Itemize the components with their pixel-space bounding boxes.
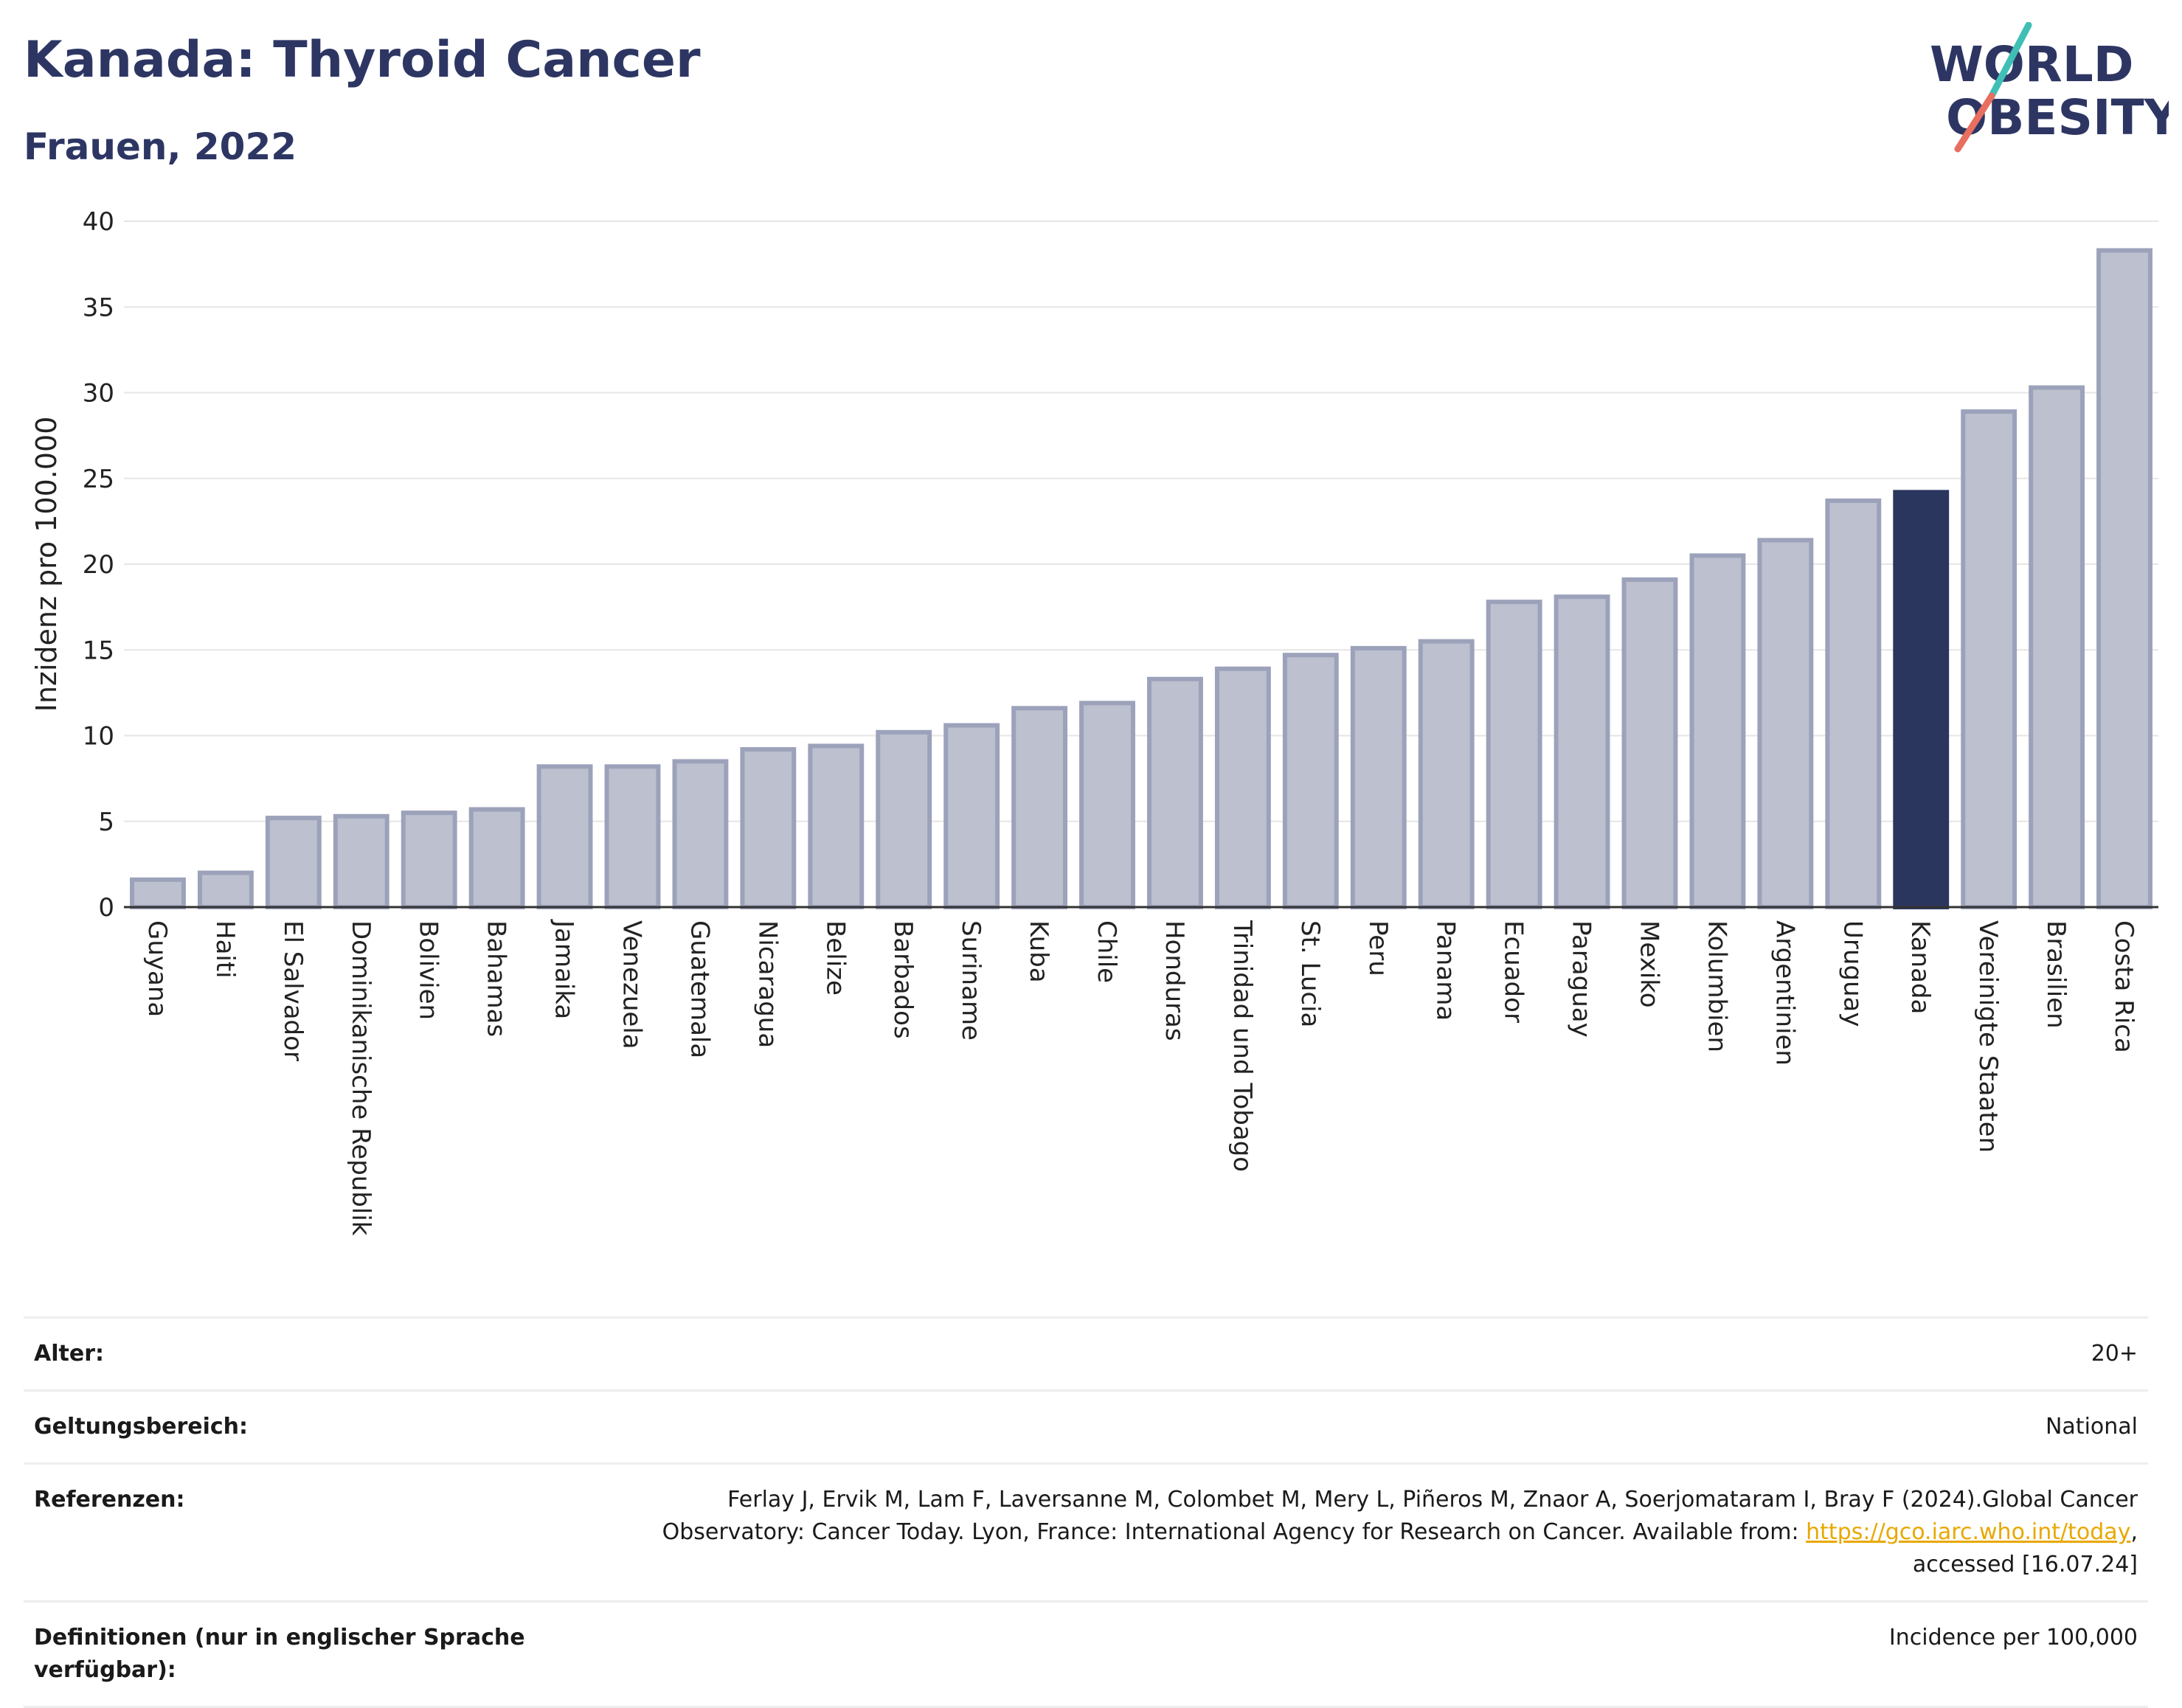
bar-el-salvador (265, 816, 322, 909)
x-tick-label: Vereinigte Staaten (1973, 920, 2003, 1153)
bar-guatemala (672, 759, 729, 909)
x-tick-label: Argentinien (1770, 920, 1799, 1066)
bar-guyana (130, 877, 186, 909)
x-tick-label: Bahamas (482, 920, 511, 1037)
reference-link[interactable]: https://gco.iarc.who.int/today (1806, 1519, 2131, 1545)
x-tick-label: Guyana (142, 920, 172, 1017)
bar-chart: 0 5 10 15 20 25 30 35 40 Guyana Haiti El Salvador D… (30, 207, 2158, 1236)
bar-argentinien (1757, 538, 1814, 909)
x-tick-label: Honduras (1160, 920, 1189, 1041)
bar-suriname (943, 723, 1000, 909)
chart-subtitle: Frauen, 2022 (24, 125, 297, 168)
bar-barbados (876, 729, 932, 909)
svg-text:OBESITY: OBESITY (1946, 89, 2169, 146)
world-obesity-logo: WORLD OBESITY (1930, 22, 2169, 153)
bar-kanada (1893, 490, 1950, 910)
bar-dominikanische-republik (333, 813, 389, 910)
x-tick-label: Haiti (210, 920, 240, 979)
x-tick-label: Kanada (1905, 920, 1935, 1014)
bar-haiti (197, 870, 254, 909)
meta-value: National (2045, 1414, 2138, 1440)
x-tick-label: Jamaika (550, 919, 579, 1019)
bar-costa-rica (2096, 248, 2152, 909)
y-tick-label: 20 (83, 550, 114, 580)
bar-jamaika (536, 764, 593, 909)
bar-nicaragua (740, 747, 797, 909)
meta-label: Geltungsbereich: (34, 1414, 249, 1440)
bar-chile (1079, 701, 1135, 909)
x-tick-label: Belize (820, 920, 850, 996)
y-axis-label: Inzidenz pro 100.000 (30, 417, 63, 712)
x-tick-label: Venezuela (617, 920, 647, 1049)
bar-kuba (1011, 706, 1068, 909)
svg-text:WORLD: WORLD (1930, 36, 2134, 93)
x-tick-label: El Salvador (278, 920, 308, 1061)
bar-honduras (1147, 676, 1203, 910)
bar-peru (1350, 645, 1407, 909)
bar-belize (808, 743, 865, 910)
x-tick-label: Costa Rica (2109, 920, 2138, 1053)
x-tick-label: Kuba (1024, 920, 1053, 983)
x-tick-label: Kolumbien (1702, 920, 1731, 1052)
meta-row-age: Alter: 20+ (24, 1316, 2148, 1389)
y-tick-label: 10 (83, 722, 114, 751)
reference-accessed: , accessed [16.07.24] (1912, 1519, 2138, 1577)
bar-bahamas (468, 807, 525, 909)
chart-title: Kanada: Thyroid Cancer (24, 31, 701, 89)
x-tick-label: Peru (1363, 920, 1393, 976)
x-tick-label: Suriname (956, 920, 986, 1041)
meta-value: Incidence per 100,000 (1888, 1625, 2138, 1650)
bar-trinidad-und-tobago (1214, 666, 1271, 909)
y-tick-label: 15 (83, 636, 114, 665)
x-tick-label: Panama (1431, 920, 1461, 1021)
bar-vereinigte-staaten (1961, 409, 2018, 909)
bar-mexiko (1621, 577, 1678, 909)
x-tick-label: Paraguay (1567, 920, 1596, 1038)
bar-st.-lucia (1282, 653, 1339, 909)
meta-value: Ferlay J, Ervik M, Lam F, Laversanne M, … (618, 1484, 2138, 1581)
y-tick-label: 40 (83, 207, 114, 237)
meta-label: Alter: (34, 1341, 104, 1367)
meta-row-definitions: Definitionen (nur in englischer Sprache … (24, 1600, 2148, 1708)
meta-label: Referenzen: (34, 1487, 185, 1513)
x-tick-label: Mexiko (1635, 920, 1664, 1008)
bar-brasilien (2029, 385, 2085, 909)
x-tick-label: Ecuador (1499, 920, 1528, 1023)
metadata-table: Alter: 20+ Geltungsbereich: National Ref… (24, 1316, 2148, 1708)
bar-bolivien (401, 810, 457, 909)
x-tick-label: Barbados (888, 920, 918, 1039)
y-tick-label: 35 (83, 293, 114, 322)
y-tick-label: 30 (83, 379, 114, 409)
bar-paraguay (1554, 594, 1610, 909)
x-axis-labels: Guyana Haiti El Salvador Dominikanische Rep… (142, 919, 2138, 1236)
reference-text: Ferlay J, Ervik M, Lam F, Laversanne M, … (662, 1487, 2138, 1545)
x-tick-label: Guatemala (685, 920, 714, 1058)
x-tick-label: St. Lucia (1295, 920, 1325, 1027)
bar-venezuela (604, 764, 661, 909)
x-tick-label: Brasilien (2041, 920, 2071, 1029)
bar-kolumbien (1689, 553, 1746, 909)
meta-row-references: Referenzen: Ferlay J, Ervik M, Lam F, La… (24, 1462, 2148, 1600)
x-tick-label: Dominikanische Republik (346, 920, 375, 1236)
bars (130, 248, 2152, 910)
y-tick-label: 25 (83, 465, 114, 494)
y-tick-label: 0 (98, 893, 114, 923)
bar-uruguay (1825, 498, 1882, 910)
bar-panama (1418, 639, 1475, 909)
grid-lines (124, 221, 2158, 822)
x-tick-label: Trinidad und Tobago (1227, 920, 1257, 1172)
x-tick-label: Chile (1092, 920, 1121, 983)
x-tick-label: Bolivien (414, 920, 443, 1020)
y-axis-ticks: 0 5 10 15 20 25 30 35 40 (83, 207, 114, 923)
meta-row-scope: Geltungsbereich: National (24, 1389, 2148, 1462)
meta-value: 20+ (2091, 1341, 2138, 1367)
meta-label: Definitionen (nur in englischer Sprache … (34, 1625, 525, 1683)
x-tick-label: Nicaragua (752, 920, 782, 1048)
bar-ecuador (1486, 600, 1542, 910)
y-tick-label: 5 (98, 808, 114, 837)
x-tick-label: Uruguay (1838, 920, 1867, 1027)
